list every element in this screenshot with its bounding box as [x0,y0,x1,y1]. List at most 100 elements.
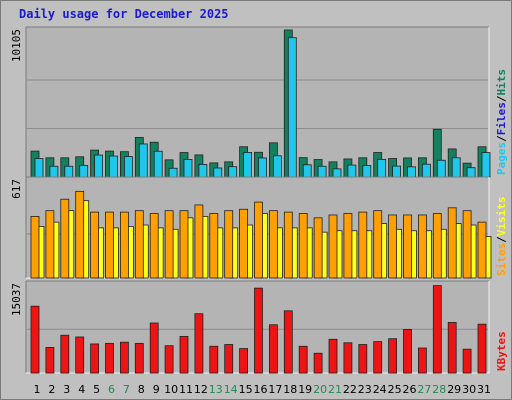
bar-kbytes-day-29 [447,322,457,374]
legend-item: Sites [495,243,508,276]
bar-sites-day-12 [194,204,204,279]
bar-kbytes-day-20 [313,352,323,374]
bar-files-day-28 [436,159,446,178]
bar-kbytes-day-1 [30,305,40,374]
bar-files-day-14 [228,166,238,178]
bar-files-day-31 [481,152,491,178]
bar-sites-day-8 [134,210,144,279]
bar-sites-day-10 [164,210,174,279]
bar-kbytes-day-5 [90,343,99,374]
x-tick-label-day-11: 11 [179,383,193,396]
x-tick-label-day-24: 24 [373,383,387,396]
bar-files-day-18 [287,37,297,178]
bar-kbytes-day-21 [328,338,338,374]
legend-item: Pages [495,142,508,175]
bar-sites-day-28 [432,213,442,279]
bar-kbytes-day-10 [164,345,174,374]
x-tick-label-day-14: 14 [224,383,238,396]
legend-item: Files [495,102,508,135]
legend-item: Visits [495,197,508,237]
bar-kbytes-day-14 [224,344,234,374]
bar-kbytes-day-4 [75,336,85,374]
x-tick-label-day-29: 29 [447,383,461,396]
x-tick-label-day-30: 30 [462,383,476,396]
x-tick-label-day-18: 18 [283,383,297,396]
bar-files-day-3 [64,165,74,178]
bar-files-day-4 [79,164,89,178]
bar-files-day-2 [49,165,59,178]
bar-sites-day-4 [75,190,85,279]
bar-sites-day-16 [254,201,263,279]
bar-files-day-15 [243,152,253,178]
x-tick-label-day-16: 16 [254,383,268,396]
bar-sites-day-17 [268,210,278,279]
bar-kbytes-day-8 [134,342,144,374]
legend-item: / [495,95,508,102]
x-tick-label-day-3: 3 [63,383,70,396]
x-tick-label-day-31: 31 [477,383,491,396]
x-tick-label-day-12: 12 [194,383,208,396]
bar-sites-day-7 [120,211,129,279]
bar-sites-day-24 [373,210,383,279]
panel-bottom-legend: KBytes [495,331,508,371]
bar-sites-day-5 [90,211,99,279]
x-tick-label-day-26: 26 [403,383,417,396]
bar-files-day-8 [138,143,148,178]
bar-files-day-24 [377,158,387,178]
panel-top-legend: Pages/Files/Hits [495,69,508,175]
x-tick-label-day-17: 17 [268,383,282,396]
bar-files-day-6 [109,155,118,178]
bar-kbytes-day-25 [388,338,398,374]
bar-sites-day-23 [358,211,368,279]
bar-sites-day-3 [60,198,70,279]
x-tick-label-day-10: 10 [164,383,178,396]
x-tick-label-day-13: 13 [209,383,223,396]
bar-kbytes-day-28 [432,285,442,374]
bar-kbytes-day-2 [45,347,55,374]
bar-sites-day-26 [403,214,412,279]
x-tick-label-day-23: 23 [358,383,372,396]
bar-files-day-30 [466,167,476,178]
x-tick-label-day-8: 8 [138,383,145,396]
panel-bottom-ymax-label: 15037 [10,283,23,316]
bar-sites-day-19 [298,213,308,279]
bar-kbytes-day-13 [209,345,219,374]
chart-title: Daily usage for December 2025 [19,7,229,21]
bar-sites-day-18 [283,211,293,279]
bar-files-day-22 [347,164,357,178]
x-tick-label-day-4: 4 [78,383,85,396]
bar-kbytes-day-31 [477,323,487,374]
bar-kbytes-day-26 [403,329,412,374]
bar-sites-day-27 [417,214,427,279]
bar-kbytes-day-11 [179,335,189,374]
x-tick-label-day-5: 5 [93,383,100,396]
x-tick-label-day-15: 15 [239,383,253,396]
bar-kbytes-day-17 [268,324,278,374]
x-tick-label-day-28: 28 [432,383,446,396]
bar-files-day-1 [34,158,44,178]
x-tick-label-day-21: 21 [328,383,342,396]
bar-kbytes-day-30 [462,348,472,374]
x-tick-label-day-7: 7 [123,383,130,396]
legend-item: / [495,135,508,142]
bar-sites-day-29 [447,207,457,279]
bar-sites-day-21 [328,214,338,279]
x-tick-label-day-22: 22 [343,383,357,396]
bar-sites-day-22 [343,213,353,279]
bar-files-day-29 [451,157,461,178]
bar-files-day-26 [407,166,416,178]
legend-item: KBytes [495,331,508,371]
bar-kbytes-day-16 [254,287,263,374]
bar-sites-day-25 [388,214,398,279]
bar-files-day-19 [302,164,312,178]
bar-files-day-5 [94,154,103,178]
x-tick-label-day-19: 19 [298,383,312,396]
bar-sites-day-15 [239,208,249,279]
bar-sites-day-11 [179,210,189,279]
bar-files-day-23 [362,165,372,178]
bar-kbytes-day-6 [105,342,114,374]
panel-top-ymax-label: 10105 [10,29,23,62]
x-tick-label-day-20: 20 [313,383,327,396]
bar-files-day-25 [392,165,402,178]
legend-item: / [495,236,508,243]
